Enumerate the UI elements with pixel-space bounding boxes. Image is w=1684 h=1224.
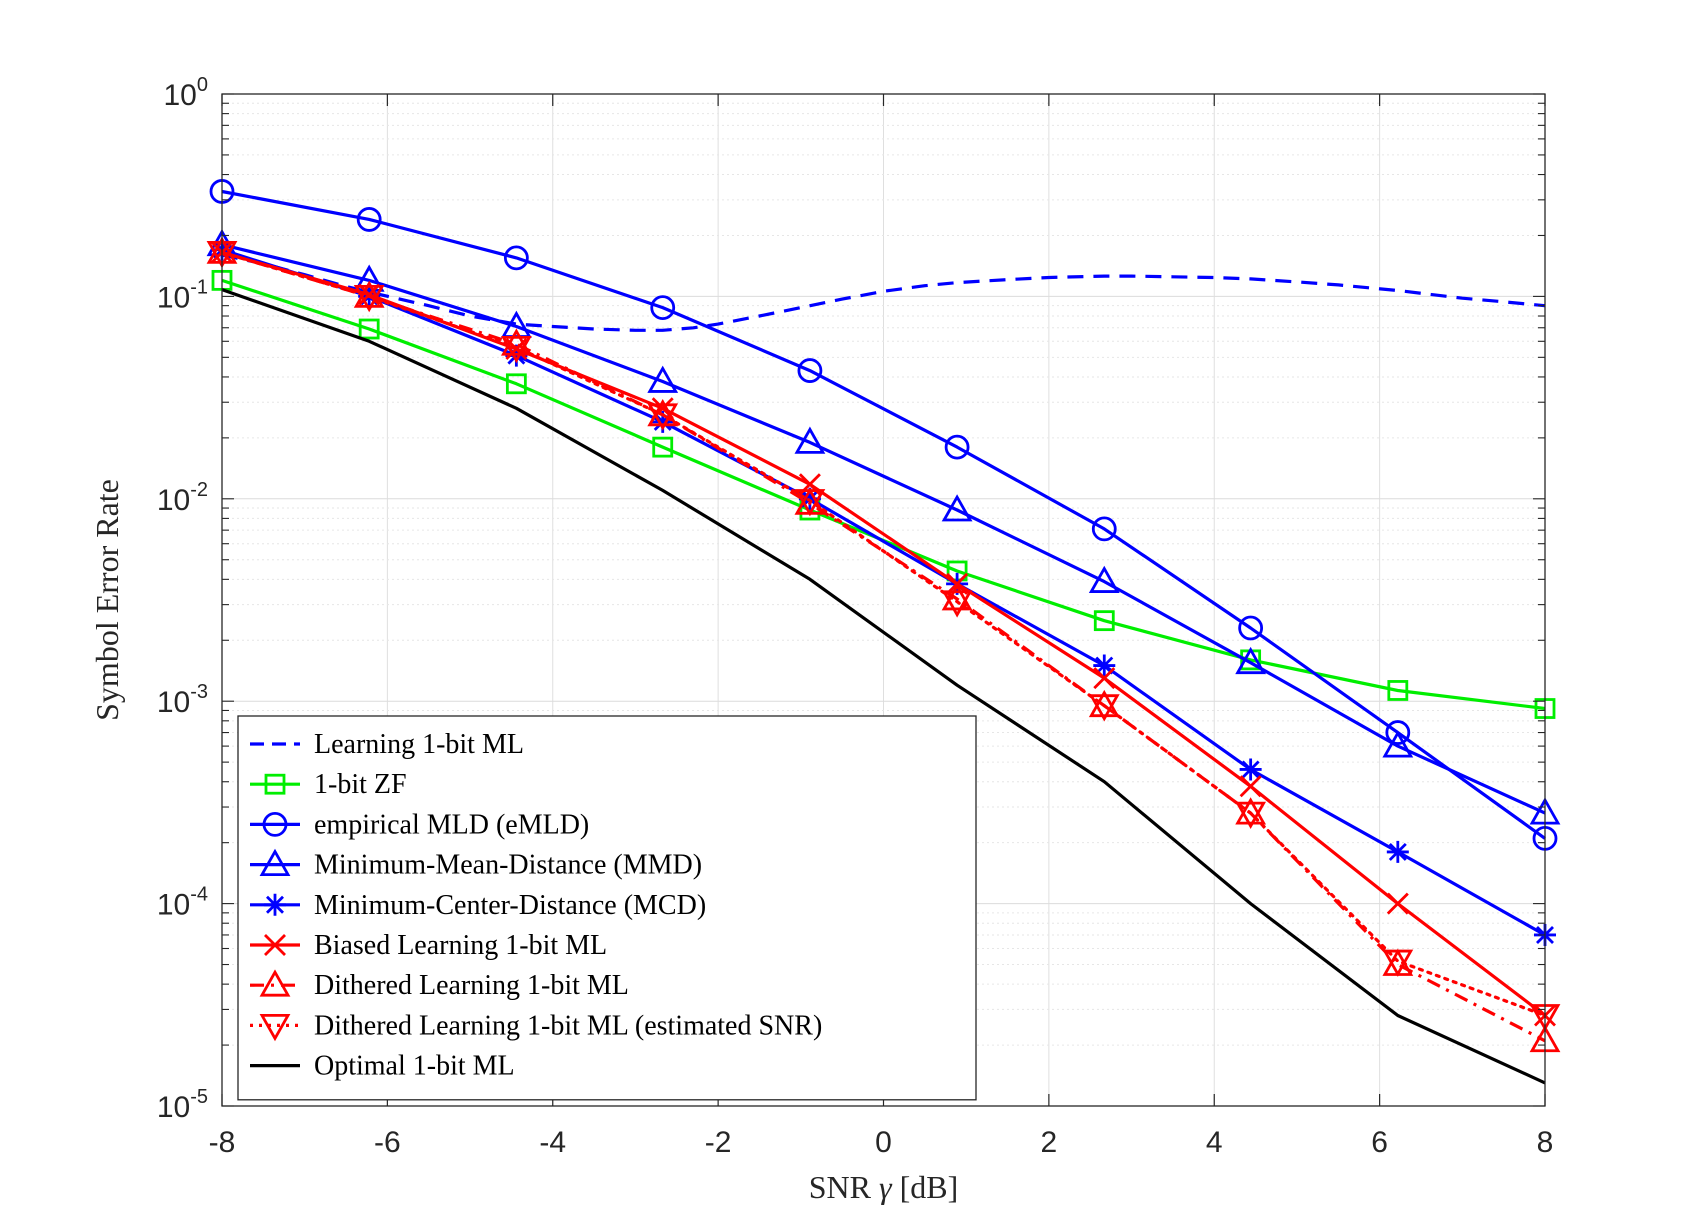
data-point bbox=[1239, 775, 1262, 798]
y-tick-label: 10-2 bbox=[157, 479, 208, 517]
legend-entry: Optimal 1-bit ML bbox=[250, 1051, 515, 1082]
legend-marker bbox=[259, 1014, 291, 1042]
data-point bbox=[503, 245, 529, 271]
y-axis-label: Symbol Error Rate bbox=[89, 479, 125, 721]
legend-entry: 1-bit ZF bbox=[250, 769, 407, 800]
data-point bbox=[1382, 730, 1414, 758]
data-point bbox=[1238, 615, 1264, 641]
series-line bbox=[221, 253, 1546, 332]
data-point bbox=[647, 365, 679, 393]
data-point bbox=[1088, 565, 1120, 593]
data-point bbox=[358, 283, 381, 306]
data-point bbox=[647, 403, 679, 431]
data-point bbox=[941, 494, 973, 522]
legend-label: 1-bit ZF bbox=[314, 769, 407, 800]
legend-label: Dithered Learning 1-bit ML bbox=[314, 970, 629, 1001]
data-point bbox=[651, 410, 674, 433]
y-tick-label: 10-3 bbox=[157, 681, 208, 719]
data-point bbox=[1386, 892, 1409, 915]
legend-marker bbox=[262, 812, 288, 837]
legend-label: empirical MLD (eMLD) bbox=[314, 809, 589, 840]
legend-label: Biased Learning 1-bit ML bbox=[314, 930, 607, 961]
data-point bbox=[1235, 801, 1267, 829]
data-point bbox=[1239, 758, 1262, 781]
data-point bbox=[647, 398, 679, 427]
data-point bbox=[1387, 680, 1409, 701]
series-9 bbox=[221, 288, 1546, 1085]
data-point bbox=[358, 318, 380, 340]
series-line bbox=[221, 288, 1546, 1085]
x-tick-label: 4 bbox=[1206, 1126, 1223, 1159]
series-3 bbox=[209, 179, 1558, 851]
legend-entry: Dithered Learning 1-bit ML (estimated SN… bbox=[250, 1010, 822, 1041]
legend-entry: Minimum-Center-Distance (MCD) bbox=[250, 890, 706, 921]
data-point bbox=[505, 373, 527, 395]
legend-entry: Dithered Learning 1-bit ML bbox=[250, 969, 629, 1001]
data-point bbox=[650, 295, 676, 321]
data-point bbox=[794, 426, 826, 454]
data-point bbox=[1093, 654, 1116, 677]
data-point bbox=[941, 590, 973, 618]
legend-label: Learning 1-bit ML bbox=[314, 729, 524, 760]
data-point bbox=[1385, 720, 1411, 745]
y-tick-label: 100 bbox=[164, 74, 209, 112]
legend-label: Optimal 1-bit ML bbox=[314, 1051, 515, 1082]
data-point bbox=[1091, 516, 1117, 542]
data-point bbox=[797, 358, 823, 383]
y-tick-label: 10-5 bbox=[157, 1086, 208, 1124]
data-point bbox=[1088, 689, 1120, 718]
series-layer bbox=[206, 179, 1561, 1085]
y-tick-label: 10-1 bbox=[157, 276, 208, 314]
series-4 bbox=[206, 228, 1561, 825]
data-point bbox=[1382, 949, 1414, 977]
legend-entry: Minimum-Mean-Distance (MMD) bbox=[250, 848, 702, 881]
series-line bbox=[221, 189, 1546, 840]
x-tick-label: 8 bbox=[1537, 1126, 1554, 1159]
series-line bbox=[221, 243, 1546, 815]
legend-marker bbox=[259, 848, 291, 876]
legend-box bbox=[237, 715, 977, 1101]
data-point bbox=[1088, 694, 1120, 722]
x-tick-label: 2 bbox=[1041, 1126, 1058, 1159]
series-line bbox=[220, 250, 1547, 1018]
data-point bbox=[353, 284, 385, 313]
data-point bbox=[944, 434, 970, 460]
x-tick-label: -4 bbox=[539, 1126, 566, 1159]
x-tick-label: -8 bbox=[209, 1126, 236, 1159]
legend-entry: Learning 1-bit ML bbox=[250, 729, 524, 760]
x-tick-label: 0 bbox=[875, 1126, 892, 1159]
legend-label: Dithered Learning 1-bit ML (estimated SN… bbox=[314, 1010, 822, 1041]
x-axis-label: SNR γ [dB] bbox=[809, 1169, 959, 1205]
data-point bbox=[794, 489, 826, 517]
y-tick-label: 10-4 bbox=[157, 884, 208, 922]
x-tick-label: -2 bbox=[705, 1126, 732, 1159]
data-point bbox=[356, 207, 382, 232]
data-point bbox=[1093, 610, 1115, 632]
series-1 bbox=[221, 253, 1546, 332]
legend-marker bbox=[264, 934, 286, 956]
data-point bbox=[500, 335, 532, 364]
data-point bbox=[652, 436, 674, 458]
series-line bbox=[221, 248, 1546, 937]
x-tick-label: 6 bbox=[1371, 1126, 1388, 1159]
x-tick-label: -6 bbox=[374, 1126, 401, 1159]
legend-marker bbox=[264, 893, 286, 916]
legend: Learning 1-bit ML 1-bit ZF empirical MLD (… bbox=[237, 715, 977, 1101]
data-point bbox=[1235, 646, 1267, 675]
legend-label: Minimum-Center-Distance (MCD) bbox=[314, 890, 706, 921]
legend-entry: Biased Learning 1-bit ML bbox=[250, 930, 607, 961]
legend-marker bbox=[264, 773, 286, 795]
data-point bbox=[1235, 797, 1267, 825]
legend-entry: empirical MLD (eMLD) bbox=[250, 809, 589, 840]
legend-label: Minimum-Mean-Distance (MMD) bbox=[314, 850, 702, 881]
data-point bbox=[1093, 667, 1116, 690]
ticks: -8 -6 -4 -2 0 2 4 6 8 100 10-1 10-2 10-3 10-4 10-5 bbox=[157, 74, 1554, 1159]
series-line bbox=[221, 250, 1546, 1017]
legend-marker bbox=[259, 969, 291, 997]
data-point bbox=[500, 328, 532, 356]
data-point bbox=[1386, 840, 1409, 863]
